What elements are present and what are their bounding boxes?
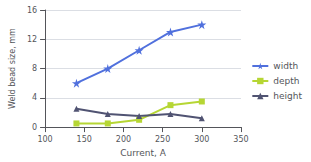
svg-text:350: 350 — [233, 135, 248, 144]
svg-text:150: 150 — [77, 135, 92, 144]
svg-text:100: 100 — [37, 135, 52, 144]
svg-text:16: 16 — [27, 6, 37, 15]
svg-text:height: height — [273, 91, 302, 101]
svg-text:250: 250 — [155, 135, 170, 144]
svg-text:Current, A: Current, A — [120, 148, 167, 158]
svg-text:depth: depth — [273, 76, 299, 86]
svg-text:Weld bead size, mm: Weld bead size, mm — [8, 28, 17, 109]
svg-text:8: 8 — [32, 64, 37, 73]
svg-text:300: 300 — [194, 135, 209, 144]
svg-text:width: width — [273, 61, 298, 71]
svg-text:12: 12 — [27, 35, 37, 44]
svg-text:4: 4 — [32, 93, 37, 102]
svg-text:200: 200 — [116, 135, 131, 144]
svg-text:0: 0 — [32, 123, 37, 132]
